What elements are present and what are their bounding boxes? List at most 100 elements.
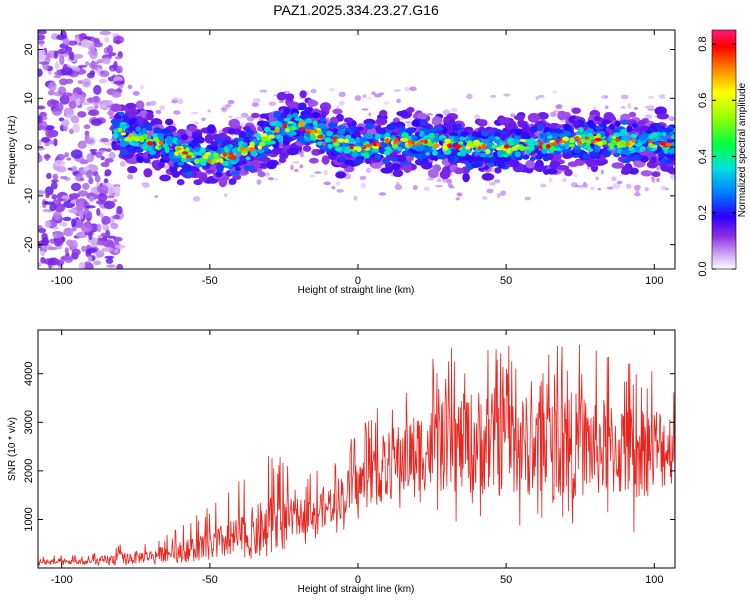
heatmap-cell [337,138,345,143]
heatmap-cell [114,185,120,193]
heatmap-cell [52,173,59,181]
heatmap-cell [575,185,579,188]
heatmap-cell [480,130,490,137]
spectrogram-x-ticks: -100 -50 0 50 100 [51,30,663,287]
heatmap-cell [204,134,214,144]
heatmap-cell [634,146,640,153]
heatmap-cell [63,255,74,263]
heatmap-cell [454,167,464,175]
heatmap-cell [545,143,551,149]
heatmap-cell [91,118,103,127]
heatmap-cell [72,123,81,133]
heatmap-cell [496,193,502,199]
heatmap-cell [481,143,487,149]
snr-line-layer [38,344,675,567]
heatmap-cell [107,235,116,239]
heatmap-cell [536,124,544,132]
heatmap-cell [548,177,553,183]
heatmap-cell [116,205,123,215]
heatmap-cell [70,182,82,192]
heatmap-cell [157,135,165,143]
heatmap-cell [371,91,376,95]
heatmap-cell [332,108,343,115]
heatmap-cell [456,192,463,197]
heatmap-cell [469,143,476,149]
heatmap-cell [494,139,501,144]
heatmap-cell [332,128,339,133]
heatmap-cell [112,198,118,203]
heatmap-cell [633,184,641,191]
heatmap-cell [613,152,621,158]
heatmap-cell [192,195,201,202]
heatmap-cell [237,160,248,165]
heatmap-cell [576,123,585,129]
heatmap-cell [90,240,99,248]
heatmap-cell [71,248,81,256]
heatmap-cell [135,126,142,132]
heatmap-cell [284,93,295,101]
x-tick-label: -100 [51,275,73,287]
heatmap-cell [100,156,105,161]
heatmap-cell [187,151,194,156]
heatmap-cell [447,183,453,188]
heatmap-cell [582,153,590,160]
heatmap-cell [434,184,443,188]
heatmap-cell [481,196,488,200]
heatmap-cell [345,165,355,173]
heatmap-cell [264,172,271,177]
heatmap-cell [459,136,466,141]
heatmap-cell [224,104,229,111]
heatmap-cell [70,115,80,124]
heatmap-cell [273,93,278,97]
heatmap-cell [474,114,481,120]
heatmap-cell [486,188,494,194]
heatmap-cell [545,131,551,137]
heatmap-cell [671,175,675,181]
heatmap-cell [493,179,501,184]
heatmap-cell [425,152,431,156]
heatmap-cell [355,136,361,144]
heatmap-cell [446,143,453,149]
heatmap-cell [401,150,411,156]
heatmap-cell [327,143,333,149]
heatmap-cell [323,181,331,186]
heatmap-cell [135,100,145,110]
snr-x-ticks: -100 -50 0 50 100 [51,330,663,586]
heatmap-cell [85,249,92,258]
heatmap-cell [177,161,185,166]
heatmap-cell [125,102,137,110]
heatmap-cell [434,126,444,132]
heatmap-cell [239,146,246,151]
heatmap-cell [259,141,266,147]
heatmap-cell [560,140,567,144]
heatmap-cell [127,166,138,174]
heatmap-cell [283,117,291,122]
heatmap-cell [427,141,433,147]
heatmap-cell [436,153,446,160]
heatmap-cell [533,140,539,146]
heatmap-cell [378,92,385,96]
heatmap-cell [552,90,558,94]
heatmap-cell [419,139,425,143]
heatmap-cell [394,137,399,143]
heatmap-cell [426,113,433,116]
heatmap-cell [292,160,300,165]
heatmap-cell [287,120,294,125]
heatmap-cell [361,108,369,111]
heatmap-cell [559,119,568,123]
x-tick-label: 50 [500,574,512,586]
heatmap-cell [396,98,401,104]
heatmap-cell [282,123,287,129]
heatmap-cell [128,133,133,138]
heatmap-cell [584,136,589,140]
heatmap-cell [573,145,582,150]
heatmap-cell [503,144,511,149]
heatmap-cell [195,163,203,168]
spectrogram-y-axis-label: Frequency (Hz) [7,116,18,185]
heatmap-cell [230,170,241,176]
heatmap-cell [234,116,243,120]
heatmap-cell [431,119,440,126]
heatmap-cell [390,156,398,162]
heatmap-cell [651,171,661,178]
spectrogram-y-ticks: -20 -10 0 10 20 [23,43,675,253]
